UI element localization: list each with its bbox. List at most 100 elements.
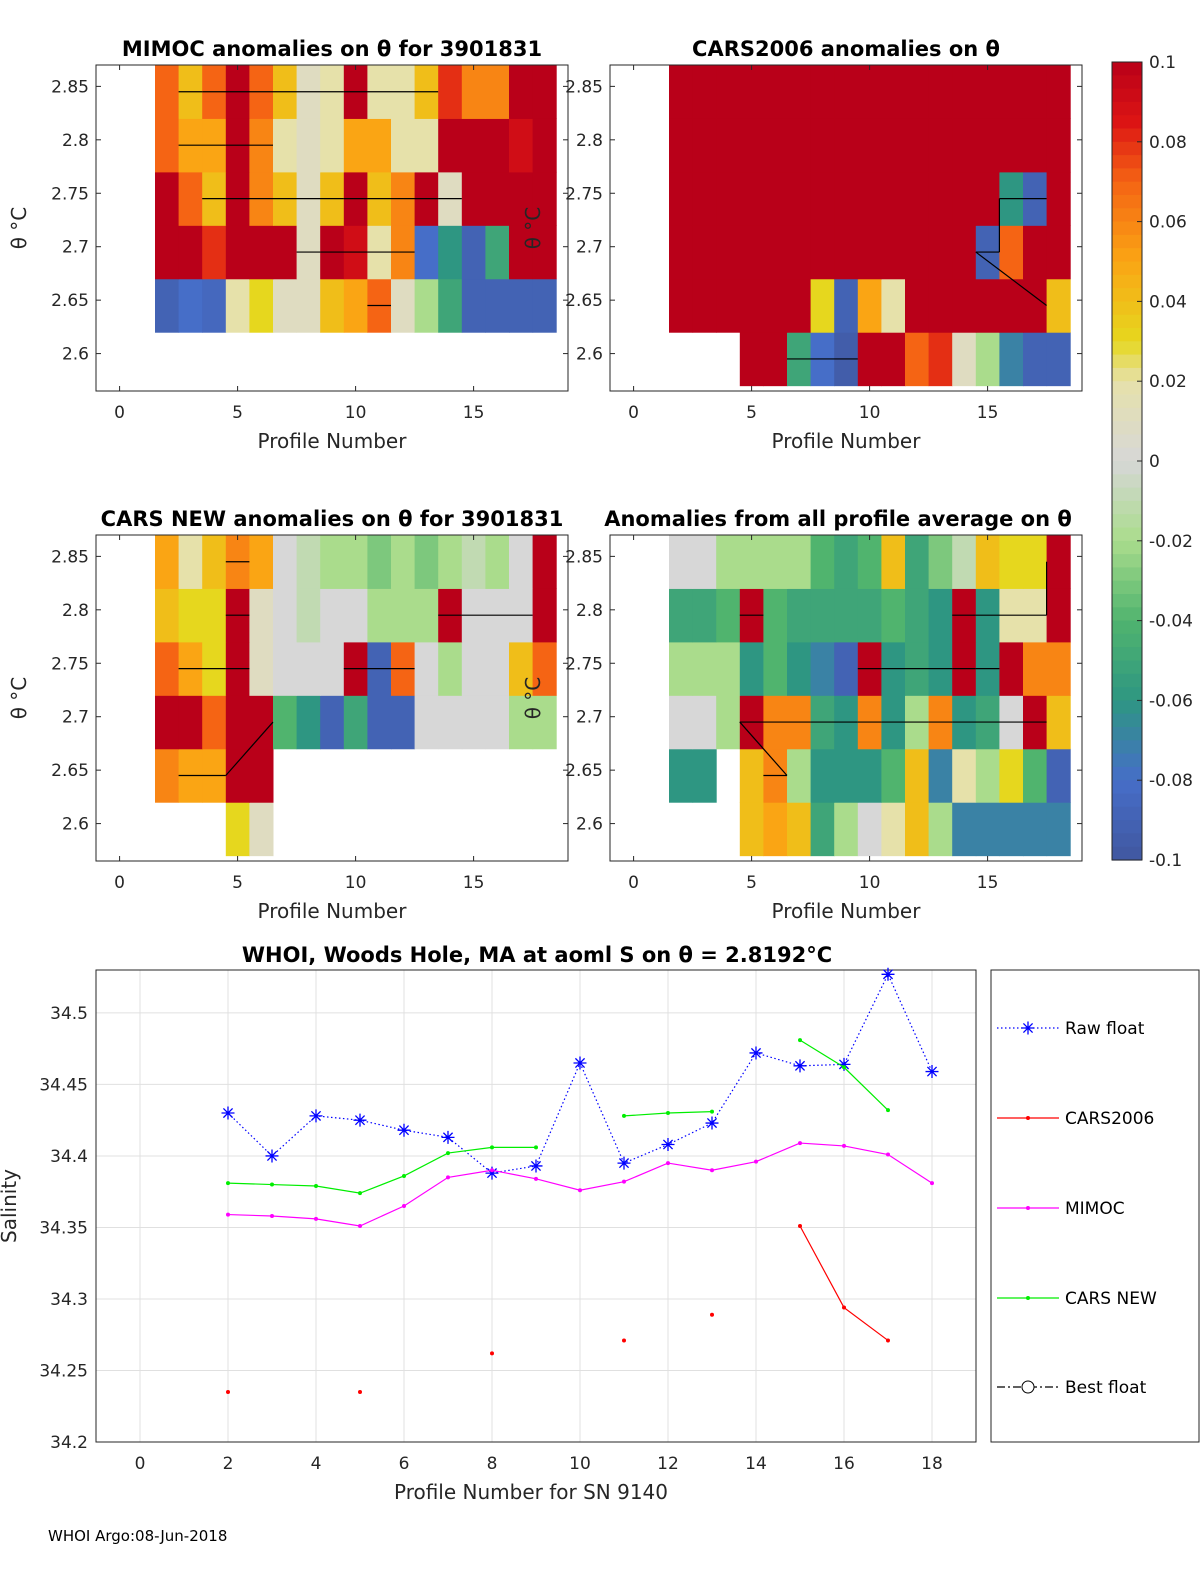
heatmap-cell	[225, 802, 250, 857]
heatmap-cell	[952, 171, 977, 226]
series-mimoc	[226, 1141, 934, 1229]
data-point	[441, 1130, 455, 1144]
heatmap-cell	[155, 118, 180, 173]
data-point	[358, 1191, 362, 1196]
heatmap-cell	[485, 171, 510, 226]
data-point	[353, 1113, 367, 1127]
heatmap-cell	[461, 118, 486, 173]
heatmap-cell	[343, 118, 368, 173]
heatmap-cell	[414, 118, 439, 173]
colorbar-segment	[1112, 101, 1142, 116]
chart-title: CARS NEW anomalies on θ for 3901831	[101, 507, 564, 531]
heatmap-cell	[834, 278, 859, 333]
heatmap-cell	[509, 171, 534, 226]
heatmap-cell	[669, 588, 694, 643]
y-tick-label: 34.45	[39, 1075, 88, 1095]
heatmap-cell	[881, 118, 906, 173]
colorbar-segment	[1112, 155, 1142, 169]
heatmap-cell	[1023, 118, 1048, 173]
colorbar-segment	[1112, 434, 1142, 449]
heatmap-cell	[438, 695, 463, 750]
heatmap-cell	[320, 118, 345, 173]
heatmap-cell	[273, 588, 298, 643]
colorbar-segment	[1112, 594, 1142, 608]
data-point	[573, 1056, 587, 1070]
heatmap-cell	[1046, 278, 1071, 333]
heatmap-cell	[438, 225, 463, 280]
heatmap-cell	[952, 65, 977, 119]
data-point	[314, 1216, 318, 1221]
heatmap-cell	[202, 535, 227, 589]
data-point	[270, 1182, 274, 1187]
heatmap-cell	[716, 65, 741, 119]
colorbar-segment	[1112, 328, 1142, 342]
y-tick-label: 2.6	[576, 345, 603, 365]
colorbar-segment	[1112, 554, 1142, 568]
y-axis-label: θ °C	[521, 677, 545, 720]
heatmap-cell	[485, 65, 510, 119]
heatmap-cell	[320, 278, 345, 333]
y-tick-label: 2.65	[565, 291, 603, 311]
heatmap-cell	[669, 278, 694, 333]
data-point	[226, 1389, 230, 1394]
heatmap-cell	[739, 118, 764, 173]
data-point	[661, 1138, 675, 1151]
y-tick-label: 2.6	[62, 345, 89, 365]
heatmap-cell	[999, 641, 1024, 696]
heatmap-cell	[367, 695, 392, 750]
series-raw-float	[221, 967, 939, 1180]
heatmap-cell	[320, 641, 345, 696]
heatmap-cell	[249, 225, 274, 280]
data-point	[666, 1161, 670, 1166]
x-tick-label: 5	[232, 873, 243, 893]
heatmap-cell	[343, 588, 368, 643]
data-point	[490, 1145, 494, 1150]
data-point	[881, 967, 895, 981]
heatmap-cell	[509, 225, 534, 280]
colorbar-segment	[1112, 474, 1142, 489]
colorbar-segment	[1112, 181, 1142, 196]
heatmap-cell	[928, 65, 953, 119]
colorbar-segment	[1112, 407, 1142, 422]
heatmap-cell	[975, 535, 1000, 589]
heatmap-cell	[787, 225, 812, 280]
heatmap-cell	[1023, 641, 1048, 696]
heatmap-cell	[928, 535, 953, 589]
heatmap-cell	[1046, 588, 1071, 643]
data-point	[666, 1111, 670, 1116]
heatmap-cell	[273, 695, 298, 750]
heatmap-cell	[716, 278, 741, 333]
heatmap-cell	[273, 225, 298, 280]
data-point	[930, 1181, 934, 1186]
y-tick-label: 2.65	[51, 291, 89, 311]
heatmap-cell	[249, 695, 274, 750]
heatmap-cell	[739, 535, 764, 589]
heatmap-cell	[763, 118, 788, 173]
y-tick-label: 2.8	[62, 601, 89, 621]
heatmap-cell	[155, 225, 180, 280]
x-tick-label: 15	[977, 873, 999, 893]
heatmap-cell	[296, 641, 321, 696]
colorbar-segment	[1112, 288, 1142, 302]
series-cars-new	[226, 1038, 890, 1196]
heatmap-cell	[857, 535, 882, 589]
heatmap-cell	[414, 535, 439, 589]
heatmap-cell	[787, 588, 812, 643]
salinity-line-chart: 0 2 4 6 8 10 12 14 16 18 34.2 34.25 34.3 34.35 34.4 34.…	[0, 943, 1200, 1504]
heatmap-cell	[532, 65, 557, 119]
heatmap-cell	[414, 695, 439, 750]
legend-label: Raw float	[1065, 1019, 1145, 1039]
colorbar-tick-label: 0.06	[1149, 213, 1187, 233]
data-point	[749, 1046, 763, 1060]
data-point	[221, 1106, 235, 1120]
heatmap-cell	[739, 225, 764, 280]
heatmap-cell	[999, 65, 1024, 119]
y-tick-label: 34.5	[50, 1004, 88, 1024]
heatmap-cell	[367, 535, 392, 589]
heatmap-cell	[485, 118, 510, 173]
heatmap-cell	[999, 535, 1024, 589]
heatmap-cell	[716, 171, 741, 226]
x-tick-label: 2	[223, 1454, 234, 1474]
heatmap-cell	[692, 588, 717, 643]
heatmap-cell	[438, 641, 463, 696]
